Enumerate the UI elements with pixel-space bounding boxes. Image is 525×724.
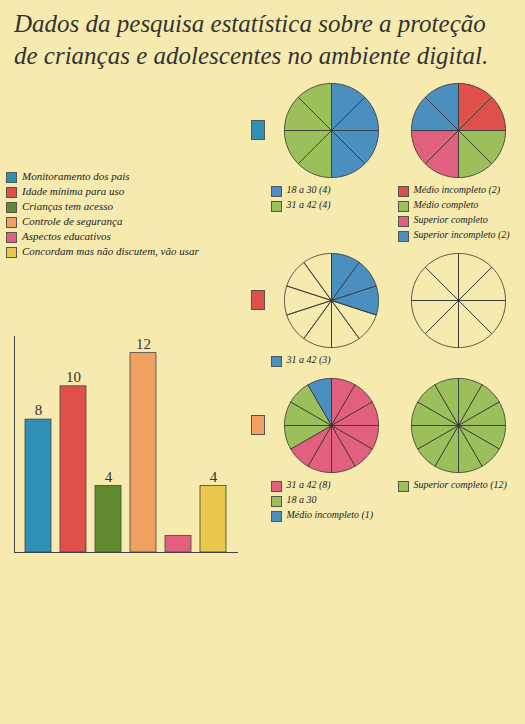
svg-text:10: 10 — [66, 369, 81, 385]
html-text:Concordam mas não discutem, vã: Concordam mas não discutem, vão usar — [22, 245, 199, 257]
html-text:Superior completo: Superior completo — [413, 214, 488, 225]
svg-text:4: 4 — [105, 469, 113, 485]
html-text:31 a 42 (8): 31 a 42 (8) — [286, 479, 331, 490]
html-text:31 a 42 (4): 31 a 42 (4) — [286, 199, 331, 210]
html-text:Controle de segurança: Controle de segurança — [22, 215, 123, 227]
html-text:Superior completo (12): Superior completo (12) — [413, 479, 507, 490]
html-text:Crianças tem acesso: Crianças tem acesso — [22, 200, 113, 212]
html-text:Monitoramento dos pais: Monitoramento dos pais — [22, 170, 130, 182]
html-text:Superior incompleto (2): Superior incompleto (2) — [413, 229, 510, 240]
html-text:Médio incompleto (1): Médio incompleto (1) — [286, 509, 374, 520]
html-text:Dados da pesquisa estatística: Dados da pesquisa estatística sobre a pr… — [14, 10, 489, 69]
html-text:31 a 42 (3): 31 a 42 (3) — [286, 354, 331, 365]
html-text:Idade mínima para uso: Idade mínima para uso — [22, 185, 125, 197]
html-text:Médio incompleto (2): Médio incompleto (2) — [413, 184, 501, 195]
html-text:18 a 30: 18 a 30 — [286, 494, 317, 505]
svg-text:8: 8 — [35, 402, 43, 418]
svg-text:12: 12 — [136, 336, 151, 352]
html-text:Aspectos educativos: Aspectos educativos — [22, 230, 111, 242]
html-text:Médio completo: Médio completo — [413, 199, 479, 210]
html-text:18 a 30 (4): 18 a 30 (4) — [286, 184, 331, 195]
svg-text:4: 4 — [210, 469, 218, 485]
